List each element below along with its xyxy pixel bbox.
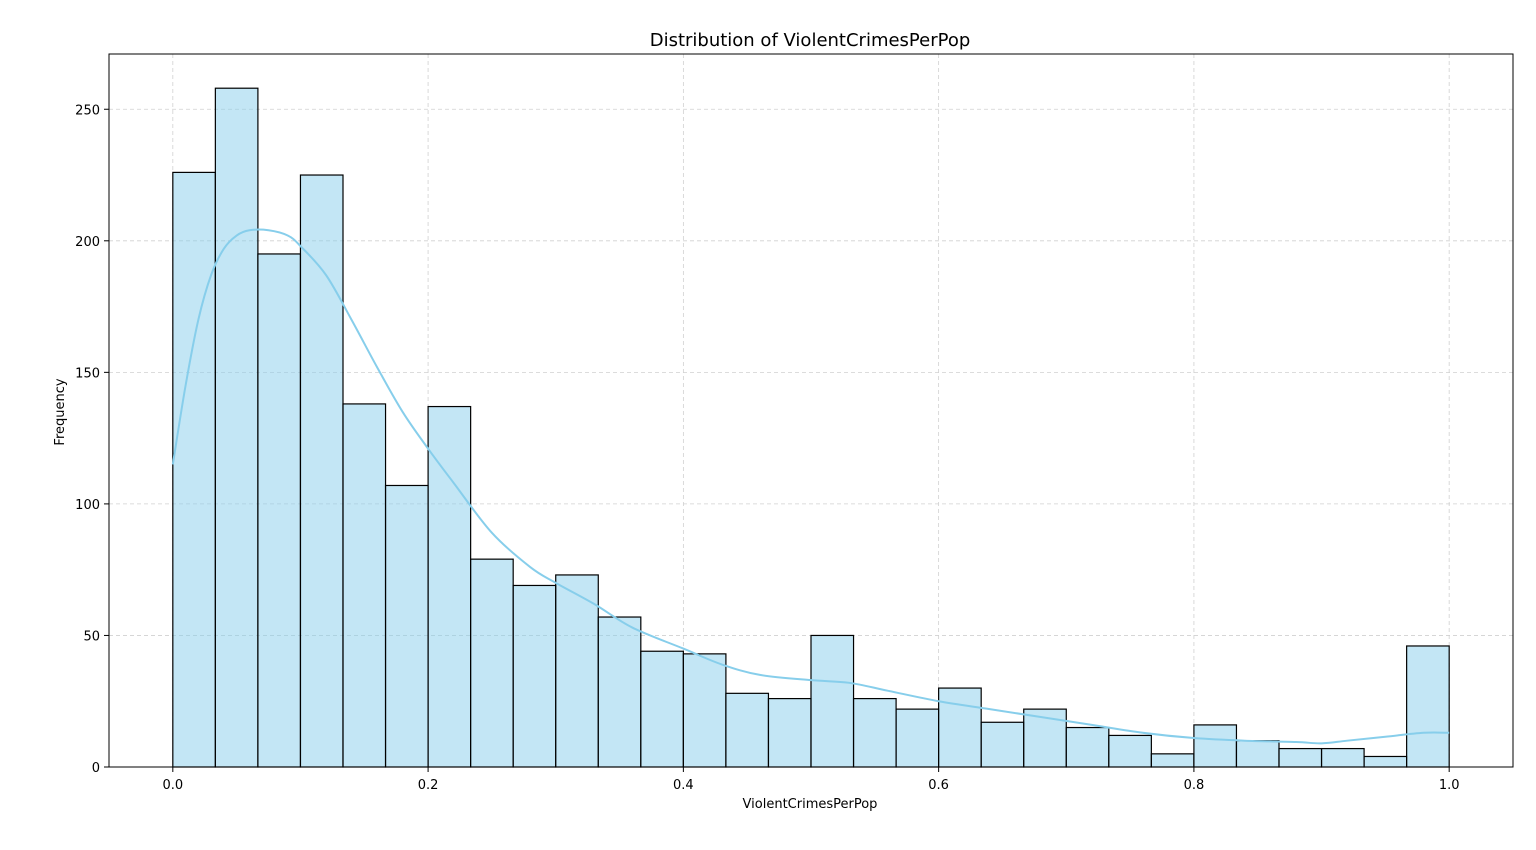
histogram-bar (257, 253, 302, 768)
y-tick-label: 250 (75, 103, 100, 118)
histogram-bar (342, 403, 387, 768)
y-axis-ticks: 0 50 100 150 200 250 (75, 103, 109, 776)
histogram-bar (427, 405, 472, 768)
y-tick-label: 150 (75, 366, 100, 381)
histogram-bar (1320, 747, 1365, 768)
histogram-bar (1150, 753, 1195, 768)
histogram-bar (1193, 724, 1238, 768)
histogram-bar (214, 87, 259, 768)
y-tick-label: 0 (92, 761, 100, 776)
x-tick-label: 0.6 (928, 778, 949, 793)
histogram-bar (299, 174, 344, 768)
histogram-bar (512, 584, 557, 768)
histogram-bar (980, 721, 1025, 768)
chart-title: Distribution of ViolentCrimesPerPop (650, 30, 971, 51)
histogram-bar (810, 634, 855, 768)
plot-frame (108, 53, 1514, 768)
x-tick-label: 0.8 (1184, 778, 1205, 793)
x-tick-label: 0.2 (418, 778, 439, 793)
histogram-bar (1278, 747, 1323, 768)
histogram-bar (470, 558, 514, 768)
histogram-bar (938, 687, 982, 768)
histogram-bar (767, 697, 812, 768)
histogram-bar (682, 653, 727, 768)
histogram-bar (1406, 645, 1450, 768)
histogram-bar (725, 692, 770, 768)
histogram-bar (895, 708, 940, 768)
kde-curve-group (171, 228, 1450, 745)
histogram-bar (172, 171, 216, 768)
y-tick-label: 100 (75, 498, 100, 513)
y-tick-label: 50 (83, 629, 100, 644)
histogram-bar (852, 697, 897, 768)
x-axis-label: ViolentCrimesPerPop (743, 797, 878, 812)
histogram-bar (1108, 734, 1152, 768)
bars (172, 87, 1450, 768)
y-axis-label: Frequency (53, 378, 68, 445)
histogram-bar (1235, 740, 1280, 768)
histogram-bar (1065, 726, 1110, 768)
x-axis-ticks: 0.0 0.2 0.4 0.6 0.8 1.0 (162, 767, 1460, 793)
y-tick-label: 200 (75, 235, 100, 250)
x-tick-label: 0.0 (162, 778, 183, 793)
kde-curve (171, 228, 1450, 745)
histogram-bar (384, 484, 429, 768)
histogram-bar (640, 650, 684, 768)
x-tick-label: 0.4 (673, 778, 694, 793)
histogram-bar (597, 616, 642, 768)
x-tick-label: 1.0 (1439, 778, 1460, 793)
histogram-bar (1363, 755, 1408, 768)
